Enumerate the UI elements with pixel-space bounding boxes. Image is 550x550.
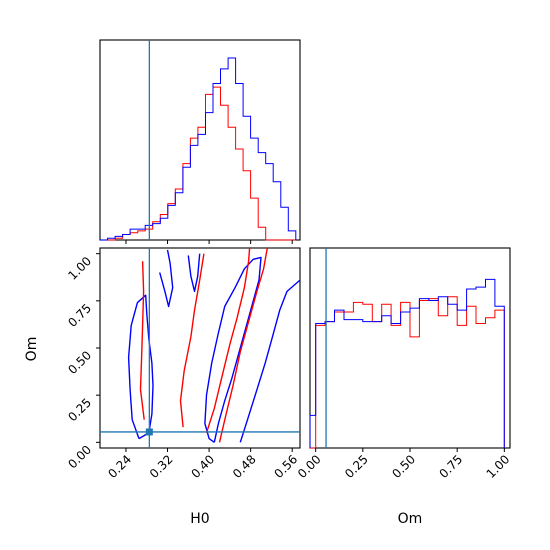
- joint-truth-marker: [145, 428, 153, 436]
- contour-blue-0: [127, 294, 154, 440]
- contour-red-6: [205, 248, 251, 434]
- contour-blue-2: [187, 253, 201, 293]
- om-histogram-red-series: [310, 296, 505, 449]
- joint-ytick-label: 0.50: [65, 348, 94, 377]
- joint-xtick-label: 0.32: [147, 452, 176, 481]
- contour-red-5: [139, 261, 145, 420]
- om-xtick-label: 1.00: [484, 452, 513, 481]
- om-xtick-label: 0.75: [437, 452, 466, 481]
- joint-xtick-label: 0.24: [105, 452, 134, 481]
- joint-ytick-label: 0.00: [65, 443, 94, 472]
- om-histogram-panel: 0.00 0.25 0.50 0.75 1.00 Om: [295, 247, 513, 527]
- contour-blue-4: [239, 279, 300, 443]
- joint-ytick-label: 0.25: [65, 395, 94, 424]
- contour-red-7: [218, 248, 268, 443]
- h0-histogram-blue-series: [100, 57, 297, 241]
- joint-xtick-label: 0.40: [188, 452, 217, 481]
- h0-histogram-red-series: [100, 86, 296, 241]
- contour-blue-1: [159, 249, 174, 308]
- joint-ytick-label: 0.75: [65, 301, 94, 330]
- joint-contour-panel: 0.24 0.32 0.40 0.48 0.56 0.00 0.25 0.50 0.75 1.0…: [24, 247, 301, 527]
- om-histogram-blue-series: [309, 278, 505, 448]
- h0-axis-label: H0: [190, 511, 209, 527]
- om-xtick-label: 0.50: [389, 452, 418, 481]
- om-xtick-label: 0.25: [342, 452, 371, 481]
- om-axis-label: Om: [24, 337, 40, 362]
- h0-histogram-frame: [99, 39, 301, 241]
- om-hist-axis-label: Om: [398, 511, 423, 527]
- joint-xtick-label: 0.48: [230, 452, 259, 481]
- joint-xtick-label: 0.56: [272, 452, 301, 481]
- om-xtick-label: 0.00: [295, 452, 324, 481]
- joint-ytick-label: 1.00: [65, 254, 94, 283]
- contour-red-8: [179, 253, 205, 428]
- om-histogram-frame: [309, 247, 511, 449]
- contour-blue-3: [204, 256, 262, 443]
- h0-histogram-panel: [99, 39, 301, 244]
